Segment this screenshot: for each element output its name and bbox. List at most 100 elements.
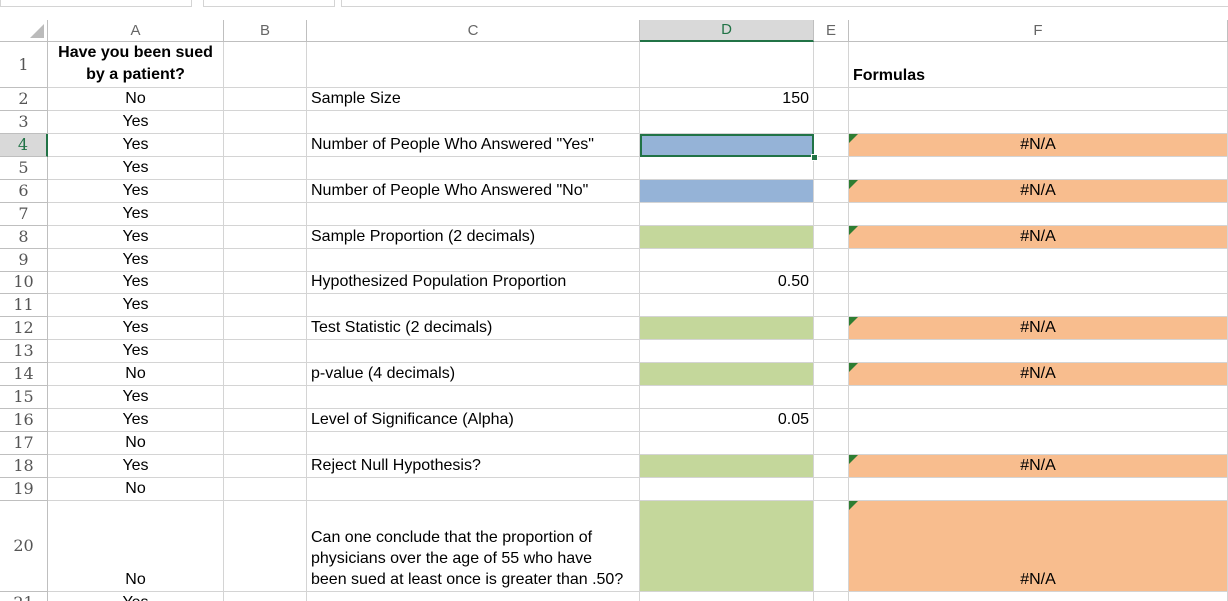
cell[interactable] bbox=[307, 340, 640, 364]
cell[interactable] bbox=[307, 156, 640, 180]
cell[interactable] bbox=[224, 592, 307, 601]
cell[interactable]: No bbox=[48, 363, 224, 387]
cell[interactable] bbox=[849, 294, 1228, 318]
cell[interactable] bbox=[849, 386, 1228, 410]
cell[interactable]: Yes bbox=[48, 317, 224, 341]
cell[interactable] bbox=[814, 271, 849, 295]
cell[interactable] bbox=[224, 340, 307, 364]
cell[interactable] bbox=[307, 592, 640, 601]
cell[interactable] bbox=[849, 477, 1228, 501]
cell[interactable]: Sample Proportion (2 decimals) bbox=[307, 225, 640, 249]
cell[interactable] bbox=[224, 156, 307, 180]
fill-handle[interactable] bbox=[811, 153, 818, 161]
row-header[interactable]: 18 bbox=[0, 455, 48, 478]
cell[interactable] bbox=[224, 455, 307, 478]
cell[interactable] bbox=[814, 363, 849, 387]
cell[interactable]: #N/A bbox=[849, 500, 1228, 592]
cell[interactable] bbox=[814, 340, 849, 364]
row-header[interactable]: 6 bbox=[0, 179, 48, 203]
row-header[interactable]: 4 bbox=[0, 133, 48, 157]
cell[interactable]: p-value (4 decimals) bbox=[307, 363, 640, 387]
cell[interactable]: Have you been sued by a patient? bbox=[48, 42, 224, 88]
cell[interactable] bbox=[224, 409, 307, 433]
cell[interactable]: #N/A bbox=[849, 455, 1228, 478]
cell[interactable] bbox=[307, 477, 640, 501]
row-header[interactable]: 17 bbox=[0, 432, 48, 456]
cell[interactable]: Yes bbox=[48, 156, 224, 180]
cell[interactable] bbox=[307, 294, 640, 318]
cell[interactable] bbox=[224, 225, 307, 249]
cell[interactable] bbox=[307, 386, 640, 410]
cell[interactable] bbox=[224, 477, 307, 501]
cell[interactable] bbox=[640, 133, 814, 157]
cell[interactable] bbox=[307, 202, 640, 226]
cell[interactable] bbox=[640, 179, 814, 203]
cell[interactable] bbox=[224, 133, 307, 157]
cell[interactable] bbox=[814, 110, 849, 134]
cell[interactable]: #N/A bbox=[849, 317, 1228, 341]
cell[interactable]: Number of People Who Answered "No" bbox=[307, 179, 640, 203]
cell[interactable] bbox=[814, 179, 849, 203]
cell[interactable]: Yes bbox=[48, 225, 224, 249]
cell[interactable] bbox=[640, 202, 814, 226]
cell[interactable] bbox=[849, 156, 1228, 180]
cell[interactable] bbox=[640, 42, 814, 88]
cell[interactable]: Reject Null Hypothesis? bbox=[307, 455, 640, 478]
cell[interactable]: 150 bbox=[640, 88, 814, 111]
cell[interactable]: 0.50 bbox=[640, 271, 814, 295]
cell[interactable]: Yes bbox=[48, 133, 224, 157]
cell[interactable]: Yes bbox=[48, 110, 224, 134]
row-header[interactable]: 8 bbox=[0, 225, 48, 249]
cell[interactable] bbox=[224, 271, 307, 295]
cell[interactable]: Sample Size bbox=[307, 88, 640, 111]
column-header[interactable]: B bbox=[224, 20, 307, 42]
row-header[interactable]: 1 bbox=[0, 42, 48, 88]
row-header[interactable]: 19 bbox=[0, 477, 48, 501]
cell[interactable] bbox=[307, 432, 640, 456]
row-header[interactable]: 2 bbox=[0, 88, 48, 111]
cell[interactable]: #N/A bbox=[849, 363, 1228, 387]
cell[interactable] bbox=[814, 317, 849, 341]
cell[interactable] bbox=[849, 248, 1228, 272]
row-header[interactable]: 21 bbox=[0, 592, 48, 601]
cell[interactable] bbox=[814, 88, 849, 111]
cell[interactable]: Yes bbox=[48, 409, 224, 433]
cell[interactable] bbox=[224, 42, 307, 88]
cell[interactable]: #N/A bbox=[849, 179, 1228, 203]
column-header[interactable]: E bbox=[814, 20, 849, 42]
cell[interactable] bbox=[640, 432, 814, 456]
cell[interactable] bbox=[307, 42, 640, 88]
cell[interactable] bbox=[224, 317, 307, 341]
row-header[interactable]: 13 bbox=[0, 340, 48, 364]
row-header[interactable]: 14 bbox=[0, 363, 48, 387]
cell[interactable]: Yes bbox=[48, 340, 224, 364]
row-header[interactable]: 7 bbox=[0, 202, 48, 226]
cell[interactable] bbox=[307, 110, 640, 134]
cell[interactable] bbox=[224, 363, 307, 387]
cell[interactable] bbox=[640, 363, 814, 387]
cell[interactable]: Yes bbox=[48, 386, 224, 410]
cell[interactable]: #N/A bbox=[849, 133, 1228, 157]
row-header[interactable]: 15 bbox=[0, 386, 48, 410]
cell[interactable]: No bbox=[48, 477, 224, 501]
cell[interactable] bbox=[640, 592, 814, 601]
column-header[interactable]: A bbox=[48, 20, 224, 42]
cell[interactable] bbox=[224, 248, 307, 272]
row-header[interactable]: 16 bbox=[0, 409, 48, 433]
cell[interactable] bbox=[814, 592, 849, 601]
cell[interactable] bbox=[640, 340, 814, 364]
cell[interactable]: Yes bbox=[48, 294, 224, 318]
cell[interactable] bbox=[814, 294, 849, 318]
cell[interactable] bbox=[640, 386, 814, 410]
cell[interactable] bbox=[849, 409, 1228, 433]
cell[interactable] bbox=[814, 202, 849, 226]
cell[interactable] bbox=[849, 340, 1228, 364]
cell[interactable] bbox=[814, 248, 849, 272]
cell[interactable] bbox=[814, 225, 849, 249]
cell[interactable] bbox=[224, 386, 307, 410]
cell[interactable] bbox=[640, 455, 814, 478]
cell[interactable] bbox=[814, 455, 849, 478]
cell[interactable] bbox=[814, 386, 849, 410]
cell[interactable] bbox=[640, 294, 814, 318]
cell[interactable] bbox=[814, 500, 849, 592]
